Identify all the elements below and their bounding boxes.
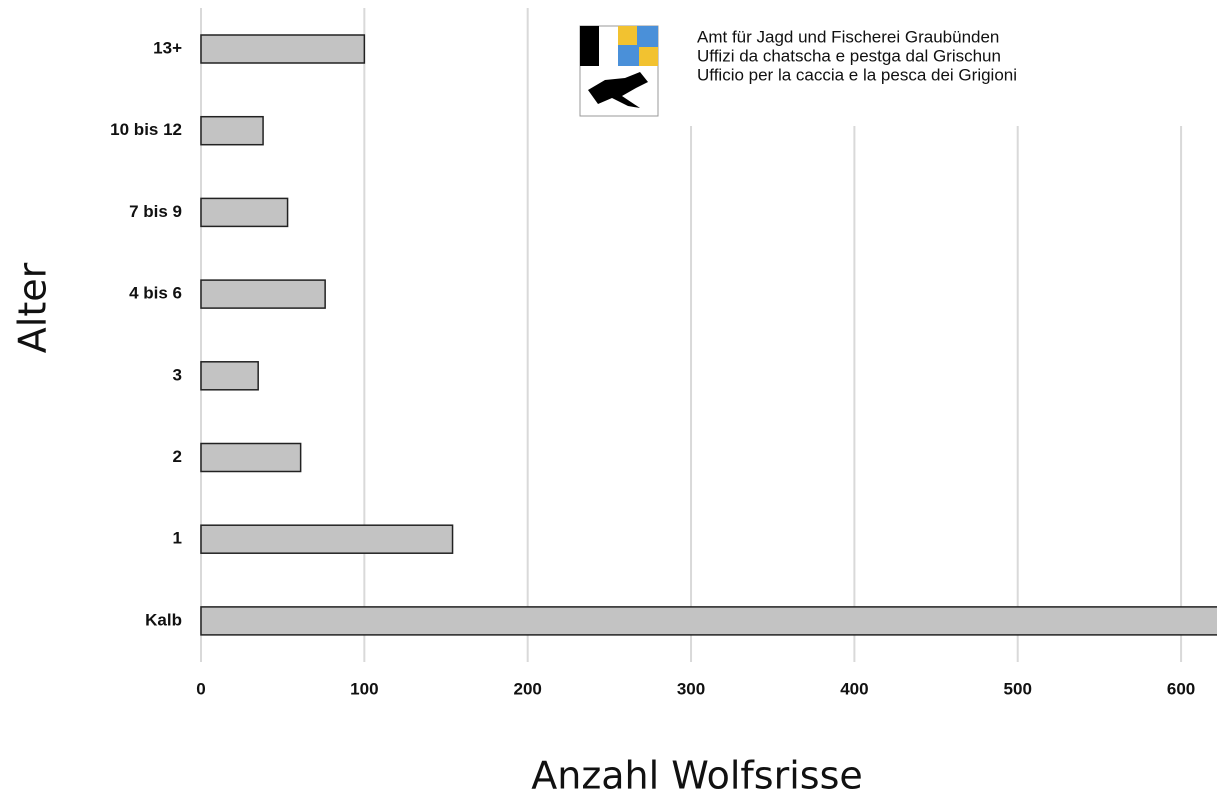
logo-ibex xyxy=(588,72,648,108)
x-tick-label: 300 xyxy=(677,679,705,698)
bar xyxy=(200,606,1217,636)
x-tick-label: 400 xyxy=(840,679,868,698)
bar xyxy=(200,34,366,64)
y-tick-label: 1 xyxy=(173,529,182,548)
x-tick-label: 500 xyxy=(1004,679,1032,698)
x-tick-label: 600 xyxy=(1167,679,1195,698)
logo-text: Uffizi da chatscha e pestga dal Grischun xyxy=(697,46,1001,65)
bar xyxy=(200,197,289,228)
x-tick-label: 100 xyxy=(350,679,378,698)
bar xyxy=(200,361,259,391)
logo-black xyxy=(580,26,599,66)
y-tick-label: 13+ xyxy=(153,38,182,57)
logo-yellow xyxy=(618,26,637,45)
x-tick-label: 200 xyxy=(514,679,542,698)
bar xyxy=(200,442,302,473)
logo-yellow xyxy=(639,47,658,66)
logo-text: Amt für Jagd und Fischerei Graubünden xyxy=(697,27,999,46)
bar xyxy=(200,115,264,146)
y-axis-label: Alter xyxy=(11,262,55,353)
x-tick-label: 0 xyxy=(196,679,205,698)
bars xyxy=(200,34,1217,636)
y-tick-label: 2 xyxy=(173,447,182,466)
y-tick-label: 4 bis 6 xyxy=(129,284,182,303)
logo-text: Ufficio per la caccia e la pesca dei Gri… xyxy=(697,65,1017,84)
logo-background xyxy=(575,0,1217,126)
y-tick-label: Kalb xyxy=(145,610,182,629)
y-tick-label: 7 bis 9 xyxy=(129,202,182,221)
y-tick-label: 3 xyxy=(173,365,182,384)
y-tick-label: 10 bis 12 xyxy=(110,120,182,139)
logo: Amt für Jagd und Fischerei Graubünden Uf… xyxy=(575,0,1217,126)
bar xyxy=(200,524,454,554)
bar xyxy=(200,279,326,309)
x-axis-label: Anzahl Wolfsrisse xyxy=(531,754,863,798)
